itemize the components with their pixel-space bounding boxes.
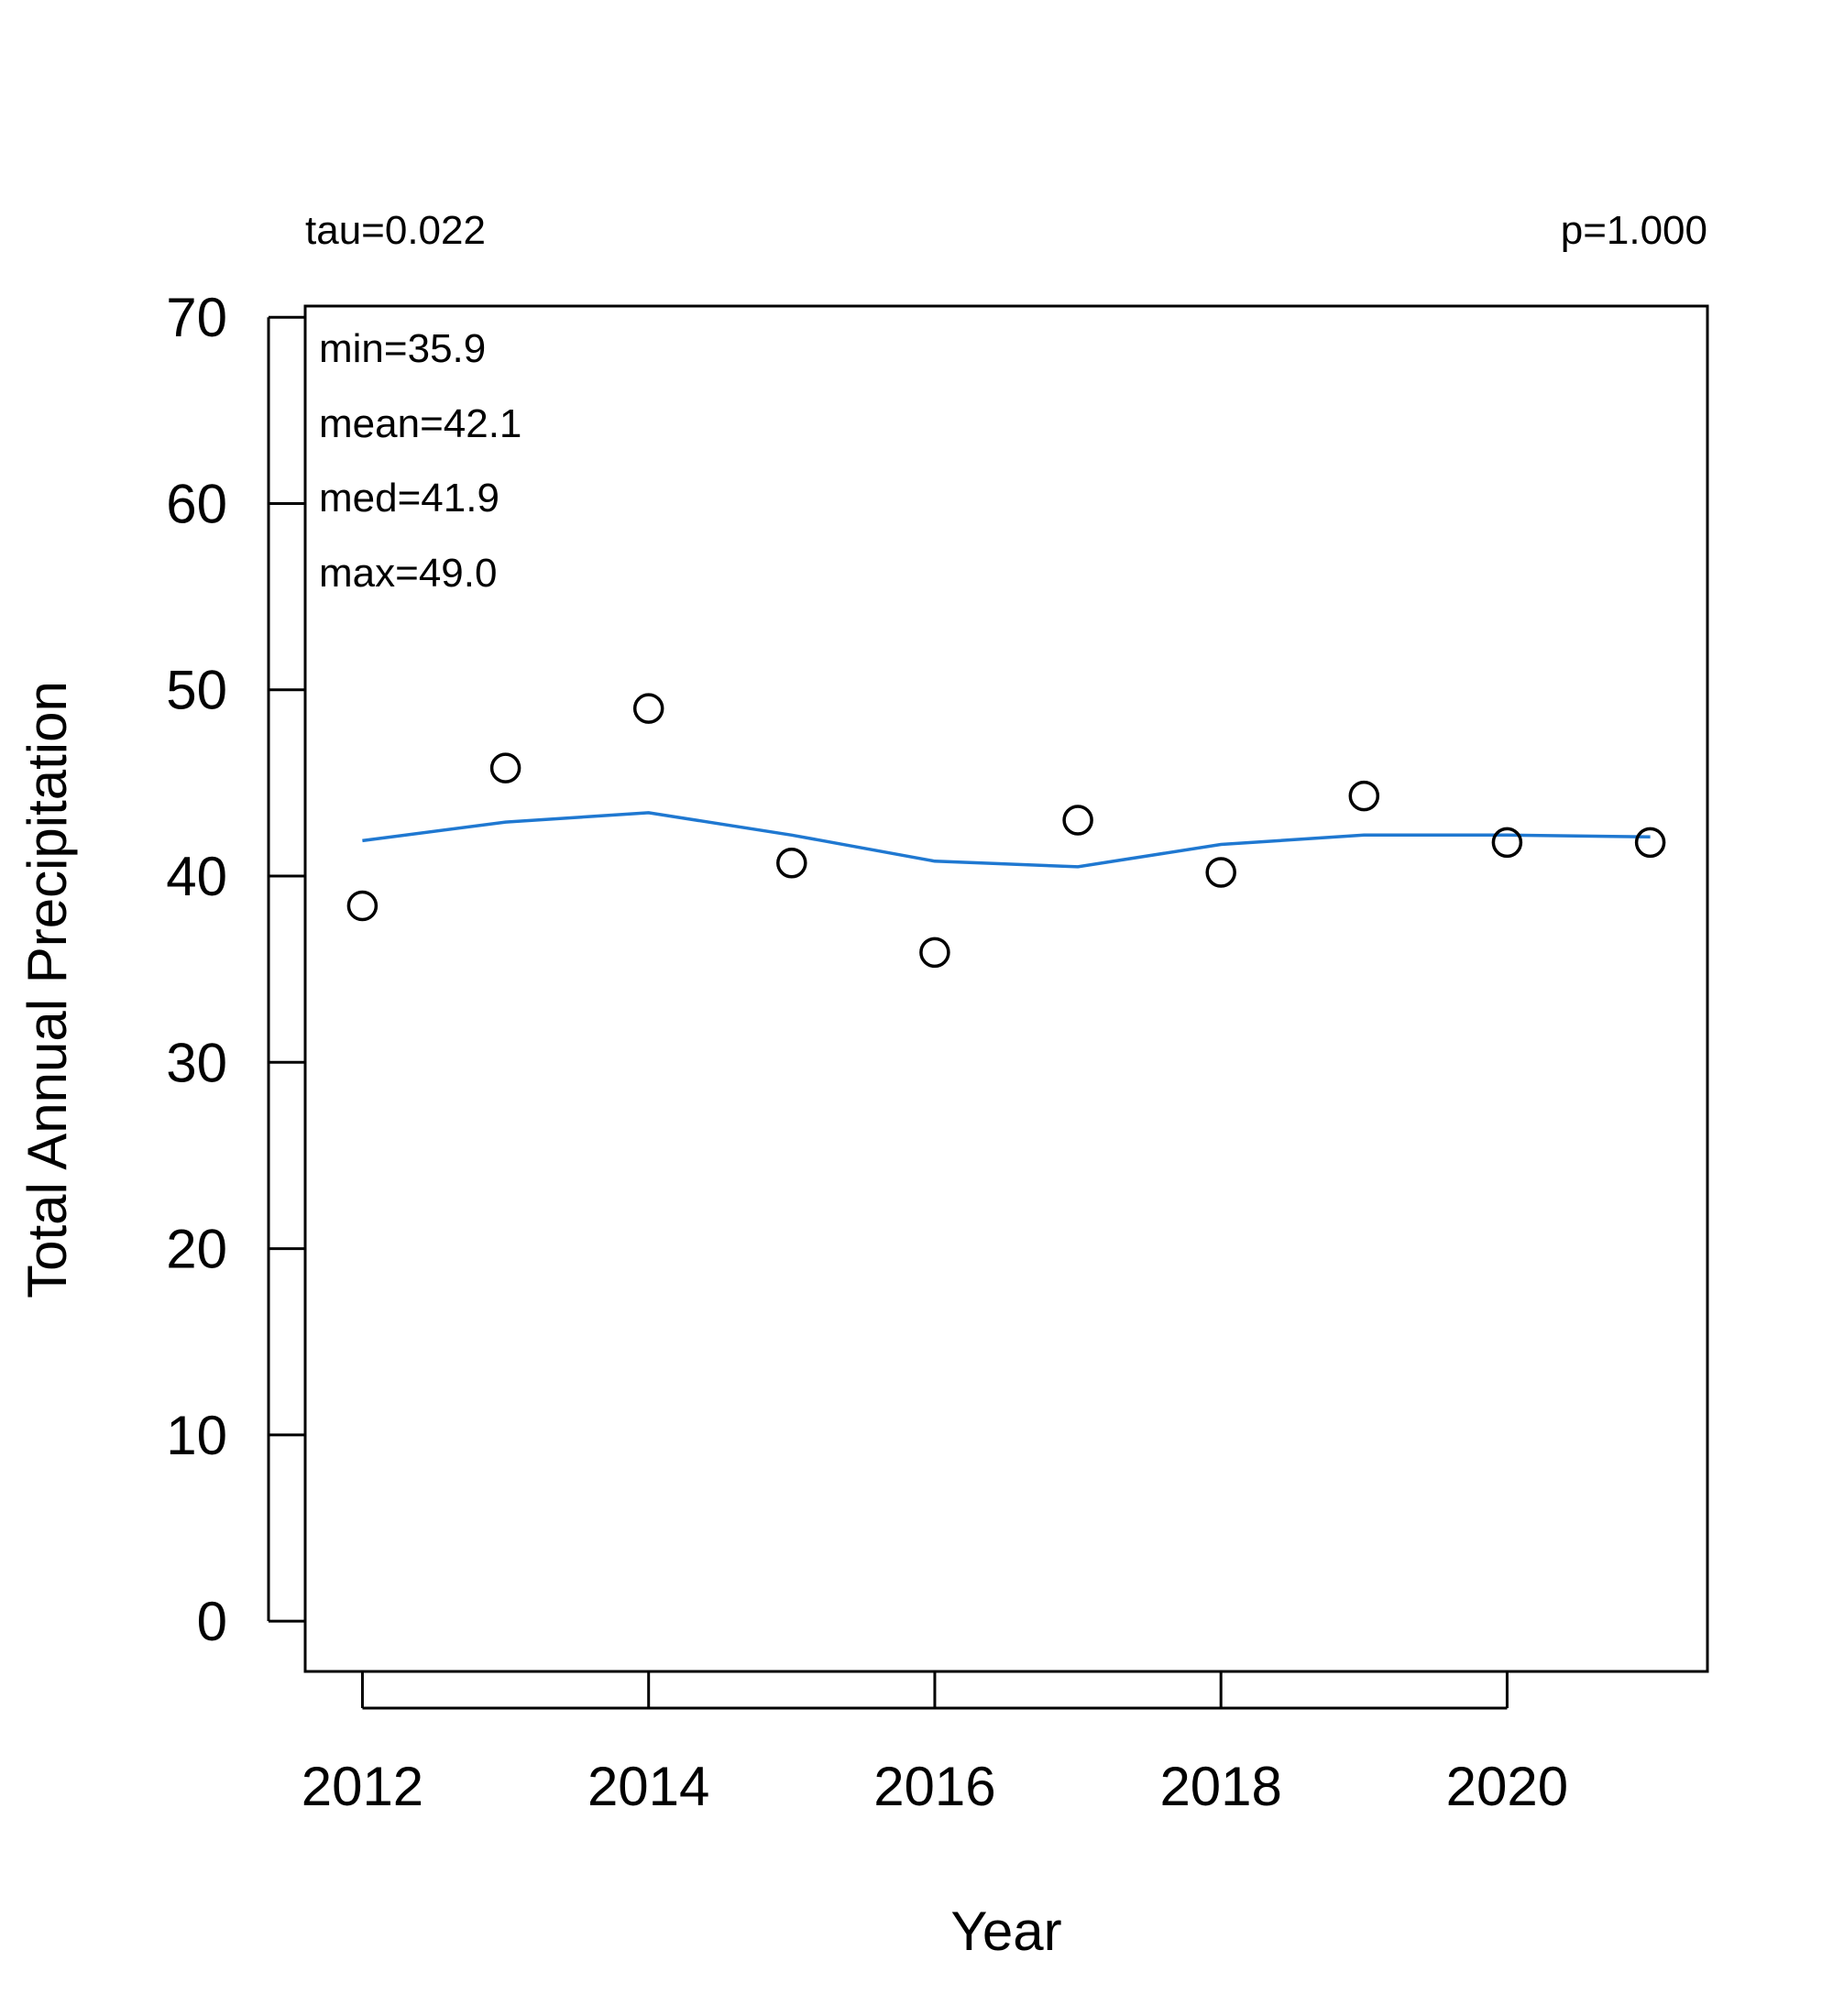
max-stat-label: max=49.0 xyxy=(319,551,497,596)
data-point xyxy=(346,890,379,922)
y-tick-label: 50 xyxy=(166,660,227,721)
tau-label: tau=0.022 xyxy=(305,208,486,253)
y-tick-label: 0 xyxy=(197,1591,227,1652)
data-point xyxy=(489,752,521,783)
y-tick-label: 70 xyxy=(166,287,227,348)
data-point xyxy=(776,848,807,879)
x-tick-label: 2018 xyxy=(1159,1756,1281,1817)
data-point xyxy=(1062,805,1093,836)
p-value-label: p=1.000 xyxy=(1561,208,1707,253)
y-tick-label: 40 xyxy=(166,846,227,907)
plot-frame xyxy=(303,304,1709,1673)
y-tick-label: 10 xyxy=(166,1405,227,1466)
min-stat-label: min=35.9 xyxy=(319,326,486,371)
x-axis: 2012 2014 2016 2018 2020 xyxy=(302,1671,1568,1817)
y-axis-title: Total Annual Precipitation xyxy=(16,681,78,1298)
data-point xyxy=(632,693,664,724)
x-axis-title: Year xyxy=(950,1901,1061,1962)
smooth-trend-line xyxy=(362,811,1651,869)
x-tick-label: 2020 xyxy=(1446,1756,1568,1817)
data-point xyxy=(1491,827,1523,859)
median-stat-label: med=41.9 xyxy=(319,476,499,520)
x-tick-label: 2016 xyxy=(873,1756,995,1817)
y-tick-label: 30 xyxy=(166,1032,227,1093)
data-point xyxy=(919,937,950,969)
x-tick-label: 2014 xyxy=(587,1756,709,1817)
y-axis: 0 10 20 30 40 50 60 70 xyxy=(166,287,305,1652)
mean-stat-label: mean=42.1 xyxy=(319,401,521,446)
data-point xyxy=(1348,780,1380,812)
data-point xyxy=(1205,857,1236,888)
series-layer xyxy=(346,693,1666,969)
x-tick-label: 2012 xyxy=(302,1756,423,1817)
y-tick-label: 20 xyxy=(166,1219,227,1280)
y-tick-label: 60 xyxy=(166,473,227,534)
data-point xyxy=(1634,827,1666,859)
